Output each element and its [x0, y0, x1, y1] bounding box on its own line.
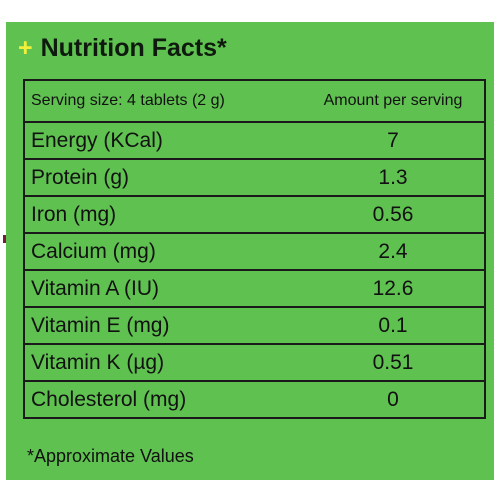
nutrient-amount: 0 [302, 380, 486, 419]
nutrient-name: Iron (mg) [23, 195, 302, 234]
nutrient-name: Energy (KCal) [23, 121, 302, 160]
nutrient-name: Calcium (mg) [23, 232, 302, 271]
table-row: Vitamin A (IU) 12.6 [23, 269, 486, 308]
nutrient-name: Vitamin A (IU) [23, 269, 302, 308]
nutrient-amount: 0.56 [302, 195, 486, 234]
nutrient-amount: 2.4 [302, 232, 486, 271]
table-row: Energy (KCal) 7 [23, 121, 486, 160]
amount-per-serving-header: Amount per serving [302, 79, 486, 123]
table-row: Calcium (mg) 2.4 [23, 232, 486, 271]
nutrient-amount: 1.3 [302, 158, 486, 197]
nutrient-name: Vitamin E (mg) [23, 306, 302, 345]
nutrient-amount: 7 [302, 121, 486, 160]
table-row: Vitamin K (µg) 0.51 [23, 343, 486, 382]
nutrition-table: Serving size: 4 tablets (2 g) Amount per… [23, 79, 486, 419]
nutrient-amount: 0.1 [302, 306, 486, 345]
table-row: Vitamin E (mg) 0.1 [23, 306, 486, 345]
serving-size-header: Serving size: 4 tablets (2 g) [23, 79, 302, 123]
table-row: Iron (mg) 0.56 [23, 195, 486, 234]
nutrient-name: Vitamin K (µg) [23, 343, 302, 382]
table-row: Protein (g) 1.3 [23, 158, 486, 197]
nutrition-facts-panel: + Nutrition Facts* Serving size: 4 table… [6, 22, 494, 480]
footnote: *Approximate Values [27, 446, 194, 466]
nutrient-amount: 0.51 [302, 343, 486, 382]
table-row: Cholesterol (mg) 0 [23, 380, 486, 419]
title-row: + Nutrition Facts* [18, 32, 227, 64]
plus-icon: + [18, 33, 33, 62]
nutrient-name: Cholesterol (mg) [23, 380, 302, 419]
panel-title: Nutrition Facts* [40, 33, 227, 62]
edge-mark [3, 235, 6, 243]
table-header-row: Serving size: 4 tablets (2 g) Amount per… [23, 79, 486, 123]
nutrient-amount: 12.6 [302, 269, 486, 308]
nutrient-name: Protein (g) [23, 158, 302, 197]
